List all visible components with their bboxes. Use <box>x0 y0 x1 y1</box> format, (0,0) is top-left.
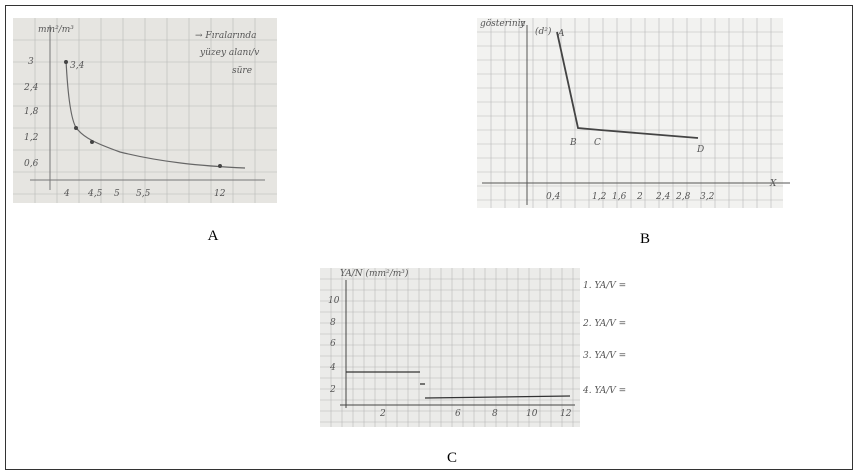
handwriting: 12 <box>214 189 226 199</box>
photo-c: YA/N (mm²/m³) 10 8 6 4 2 2 6 8 10 12 1. … <box>320 268 626 427</box>
curve <box>65 59 246 169</box>
handwriting: (d²) <box>535 26 552 37</box>
handwriting: 6 <box>330 339 336 349</box>
handwriting: 1,8 <box>24 107 39 117</box>
grid <box>477 18 783 208</box>
photo-bg <box>320 268 580 427</box>
point <box>90 140 94 144</box>
handwriting: 2,8 <box>675 192 691 202</box>
handwriting: B <box>569 138 577 148</box>
point <box>218 164 222 168</box>
handwriting: 12 <box>560 409 572 419</box>
handwriting: 6 <box>455 409 461 419</box>
handwriting: 0,4 <box>546 192 561 202</box>
handwriting: 4 <box>329 363 336 373</box>
photo-bg <box>477 18 783 208</box>
curve <box>556 31 699 139</box>
handwriting: 4,5 <box>87 189 103 199</box>
handwriting: 4. YA/V = <box>582 386 626 396</box>
curve <box>424 395 571 399</box>
grid <box>320 268 580 427</box>
handwriting: 8 <box>330 318 336 328</box>
handwriting: 1,6 <box>612 192 627 202</box>
handwriting: 2 <box>636 192 643 202</box>
point <box>74 126 78 130</box>
panel-label: B <box>640 231 650 247</box>
handwriting: 1. YA/V = <box>583 281 626 291</box>
handwriting: 10 <box>526 409 538 419</box>
handwriting: süre <box>232 66 252 76</box>
handwriting: 2. YA/V = <box>582 319 626 329</box>
handwriting: 3. YA/V = <box>583 351 626 361</box>
panel-label: C <box>447 450 457 466</box>
handwriting: 2 <box>379 409 386 419</box>
handwriting: 2 <box>329 385 336 395</box>
handwriting: gösteriniz <box>480 19 526 29</box>
handwriting: 1,2 <box>592 192 607 202</box>
handwriting: D <box>696 145 704 155</box>
handwriting: 5,5 <box>136 189 151 199</box>
handwriting: X <box>769 179 777 189</box>
photo-a: mm²/m³ 3,4 3 2,4 1,8 1,2 0,6 4 4,5 5 5,5… <box>13 18 277 203</box>
handwriting: → Fıralarında <box>195 31 257 41</box>
handwriting: 4 <box>63 189 70 199</box>
handwriting: 3 <box>28 57 34 67</box>
handwriting: C <box>594 138 601 148</box>
handwriting: yüzey alanı/v <box>199 48 259 58</box>
grid <box>13 18 277 203</box>
handwriting: 3,4 <box>70 61 85 71</box>
handwriting: 8 <box>492 409 498 419</box>
photo-b: gösteriniz y (d²) A B C D 0,4 1,2 1,6 2 … <box>477 18 790 208</box>
point <box>64 60 68 64</box>
handwriting: YA/N (mm²/m³) <box>340 268 409 279</box>
handwriting: 2,4 <box>655 192 671 202</box>
handwriting: 5 <box>114 189 120 199</box>
handwriting: A <box>557 29 565 39</box>
handwriting: y <box>519 19 526 29</box>
handwriting: 0,6 <box>24 159 39 169</box>
handwriting: mm²/m³ <box>38 25 74 35</box>
panel-label: A <box>208 228 219 244</box>
handwriting: 2,4 <box>23 83 39 93</box>
handwriting: 10 <box>328 296 340 306</box>
handwriting: 1,2 <box>24 133 39 143</box>
handwriting: 3,2 <box>700 192 715 202</box>
